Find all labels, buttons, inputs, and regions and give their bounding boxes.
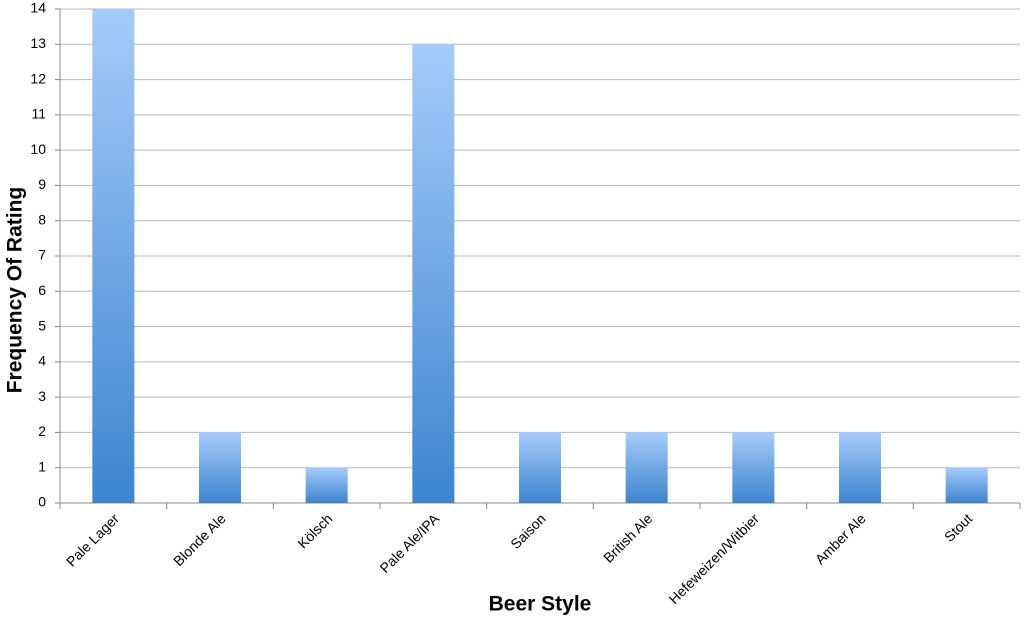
y-tick-label: 3 xyxy=(38,388,46,404)
y-tick-label: 6 xyxy=(38,282,46,298)
x-tick-label: Amber Ale xyxy=(812,510,869,567)
y-tick-label: 2 xyxy=(38,423,46,439)
bar xyxy=(92,9,135,503)
bar xyxy=(625,432,668,503)
x-tick-label: Hefeweizen/Witbier xyxy=(665,510,762,607)
x-tick-label: Kölsch xyxy=(294,510,335,551)
y-tick-label: 7 xyxy=(38,247,46,263)
y-tick-label: 10 xyxy=(30,141,46,157)
bar xyxy=(732,432,775,503)
y-tick-label: 4 xyxy=(38,353,46,369)
y-tick-label: 9 xyxy=(38,176,46,192)
y-tick-label: 1 xyxy=(38,458,46,474)
y-axis-title: Frequency Of Rating xyxy=(4,187,27,394)
x-tick-label: Pale Ale/IPA xyxy=(376,510,442,576)
bar xyxy=(305,467,348,503)
x-tick-label: Stout xyxy=(941,510,976,545)
bar xyxy=(412,44,455,504)
y-tick-label: 0 xyxy=(38,494,46,510)
x-tick-label: Blonde Ale xyxy=(170,510,229,569)
x-tick-label: Pale Lager xyxy=(63,510,122,569)
y-tick-label: 5 xyxy=(38,317,46,333)
bar xyxy=(199,432,241,503)
y-tick-label: 11 xyxy=(31,106,46,122)
y-tick-label: 13 xyxy=(30,35,46,51)
x-tick-label: British Ale xyxy=(600,510,655,565)
y-tick-label: 14 xyxy=(30,0,46,16)
y-tick-label: 8 xyxy=(38,211,46,227)
bar xyxy=(839,432,881,503)
x-tick-label: Saison xyxy=(507,510,549,552)
bar xyxy=(945,467,988,503)
bar xyxy=(519,432,561,503)
y-tick-label: 12 xyxy=(30,70,46,86)
x-axis-title: Beer Style xyxy=(489,593,592,616)
